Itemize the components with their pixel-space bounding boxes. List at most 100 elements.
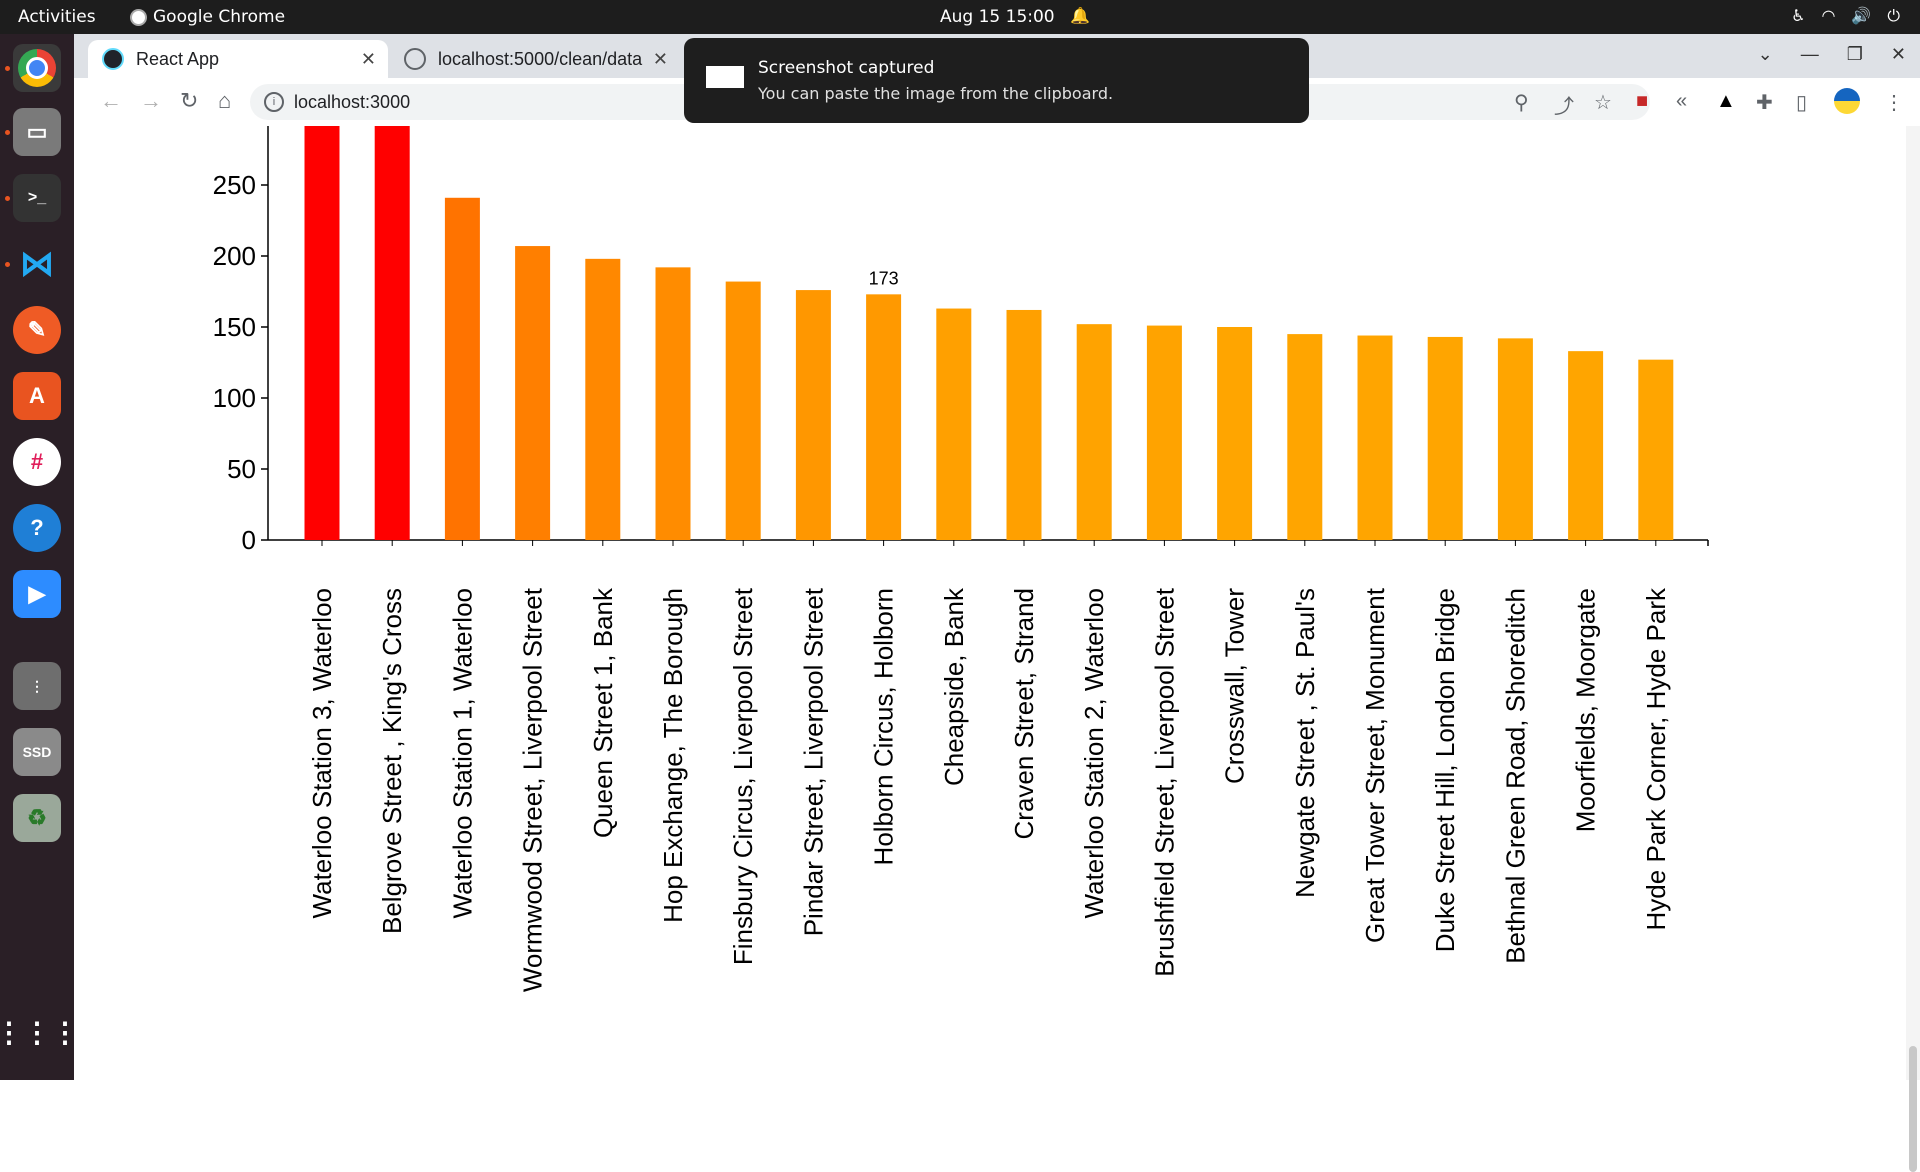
x-tick-label: Wormwood Street, Liverpool Street [518, 587, 548, 992]
active-app-menu[interactable]: Google Chrome [130, 7, 285, 27]
tab-strip: React App ✕ localhost:5000/clean/data ✕ … [74, 34, 1920, 78]
page-content: 0 50 100 150 200 250 Waterloo Station 3, Water… [74, 126, 1920, 1080]
x-tick-label: Newgate Street , St. Paul's [1290, 588, 1320, 898]
share-icon[interactable]: ⤴ [1554, 96, 1574, 118]
clock[interactable]: Aug 15 15:00 [940, 7, 1055, 27]
files-icon[interactable]: ▭ [13, 108, 61, 156]
postman-icon[interactable]: ✎ [13, 306, 61, 354]
bar [795, 290, 831, 540]
minimize-icon[interactable]: — [1800, 44, 1819, 64]
chrome-small-icon [130, 8, 147, 26]
power-icon[interactable]: ⏻ [1887, 6, 1900, 25]
vscode-icon[interactable]: ⋈ [20, 245, 54, 283]
tab-search-chevron-icon[interactable]: ⌄ [1757, 44, 1773, 64]
bar [1427, 336, 1463, 540]
y-tick-label: 50 [227, 454, 256, 484]
tab-label: localhost:5000/clean/data [438, 48, 643, 69]
close-tab-icon[interactable]: ✕ [652, 48, 668, 69]
running-indicator [5, 262, 10, 267]
bar-chart: 0 50 100 150 200 250 Waterloo Station 3, Water… [213, 126, 1709, 992]
x-tick-label: Queen Street 1, Bank [588, 587, 618, 838]
side-panel-icon[interactable]: ▯ [1796, 92, 1808, 114]
bar [1006, 309, 1042, 540]
extension-red-icon[interactable]: ■ [1636, 90, 1649, 112]
back-icon[interactable]: ← [100, 88, 122, 113]
volume-icon[interactable]: 🔊 [1851, 6, 1872, 25]
scrollbar-thumb[interactable] [1909, 1046, 1917, 1172]
bar [1638, 359, 1674, 540]
running-indicator [5, 66, 10, 71]
site-info-icon[interactable]: i [264, 92, 284, 112]
data-label: 173 [869, 268, 899, 288]
running-indicator [5, 130, 10, 135]
show-apps-icon[interactable]: ⋮⋮⋮ [0, 1016, 79, 1048]
disks-icon[interactable]: ⋮ [13, 662, 61, 710]
notification-body: You can paste the image from the clipboa… [758, 84, 1114, 103]
bar [304, 126, 340, 540]
extensions-puzzle-icon[interactable]: ✚ [1756, 92, 1773, 114]
react-icon [102, 48, 124, 70]
x-tick-label: Waterloo Station 2, Waterloo [1079, 588, 1109, 918]
x-tick-label: Moorfields, Moorgate [1571, 588, 1601, 832]
terminal-icon[interactable]: >_ [13, 174, 61, 222]
bar [515, 246, 551, 540]
chrome-icon[interactable] [13, 44, 61, 92]
system-tray[interactable]: ♿ ◠ 🔊 ⏻ [1791, 6, 1900, 26]
x-tick-label: Bethnal Green Road, Shoreditch [1500, 588, 1530, 964]
bar [725, 281, 761, 540]
x-tick-label: Great Tower Street, Monument [1360, 587, 1390, 943]
tab-localhost-5000[interactable]: localhost:5000/clean/data ✕ [390, 40, 680, 78]
close-window-icon[interactable]: ✕ [1890, 44, 1906, 64]
x-tick-label: Holborn Circus, Holborn [869, 588, 899, 865]
slack-icon[interactable]: # [13, 438, 61, 486]
app-center-icon[interactable]: A [13, 372, 61, 420]
tab-react-app[interactable]: React App ✕ [88, 40, 388, 78]
bar [374, 126, 410, 540]
active-app-name: Google Chrome [153, 7, 286, 27]
forward-icon[interactable]: → [140, 88, 162, 113]
x-tick-label: Belgrove Street , King's Cross [377, 588, 407, 934]
trash-icon[interactable]: ♻ [13, 794, 61, 842]
profile-avatar[interactable] [1834, 88, 1860, 114]
wifi-icon[interactable]: ◠ [1821, 6, 1836, 25]
ssd-icon[interactable]: SSD [13, 728, 61, 776]
y-tick-label: 0 [242, 525, 256, 555]
globe-icon [404, 48, 426, 70]
reload-icon[interactable]: ↻ [180, 88, 199, 113]
running-indicator [5, 196, 10, 201]
x-tick-label: Waterloo Station 3, Waterloo [307, 588, 337, 918]
help-icon[interactable]: ? [13, 504, 61, 552]
x-tick-label: Cheapside, Bank [939, 587, 969, 786]
accessibility-icon[interactable]: ♿ [1791, 6, 1806, 25]
x-tick-label: Finsbury Circus, Liverpool Street [728, 587, 758, 965]
notification-bell-icon: 🔔 [1070, 6, 1090, 25]
window-controls: ⌄ — ❐ ✕ [1758, 44, 1920, 65]
bar [1287, 334, 1323, 540]
page-scrollbar[interactable] [1906, 126, 1920, 1172]
bar [1497, 338, 1533, 540]
y-tick-label: 100 [213, 383, 256, 413]
bookmark-star-icon[interactable]: ☆ [1594, 92, 1612, 114]
x-tick-label: Hyde Park Corner, Hyde Park [1641, 587, 1671, 930]
x-tick-label: Pindar Street, Liverpool Street [798, 587, 828, 936]
close-tab-icon[interactable]: ✕ [360, 48, 376, 69]
x-tick-label: Craven Street, Strand [1009, 588, 1039, 839]
restore-icon[interactable]: ❐ [1846, 44, 1863, 64]
url-text: localhost:3000 [294, 92, 411, 112]
tab-label: React App [136, 48, 220, 69]
bar [936, 308, 972, 540]
x-tick-label: Hop Exchange, The Borough [658, 588, 688, 923]
home-icon[interactable]: ⌂ [218, 88, 232, 113]
screenshot-notification[interactable]: Screenshot captured You can paste the im… [684, 38, 1309, 123]
zoom-icon[interactable]: ▶ [13, 570, 61, 618]
location-icon[interactable]: ⚲ [1514, 92, 1529, 114]
angular-icon[interactable]: ▲ [1716, 90, 1736, 112]
extension-arrow-icon[interactable]: « [1676, 90, 1688, 112]
bar [1568, 351, 1604, 540]
x-tick-label: Brushfield Street, Liverpool Street [1149, 587, 1179, 977]
bar [1357, 335, 1393, 540]
x-tick-label: Duke Street Hill, London Bridge [1430, 588, 1460, 952]
activities-button[interactable]: Activities [18, 7, 96, 27]
menu-kebab-icon[interactable]: ⋮ [1884, 92, 1904, 114]
notification-title: Screenshot captured [758, 58, 935, 78]
